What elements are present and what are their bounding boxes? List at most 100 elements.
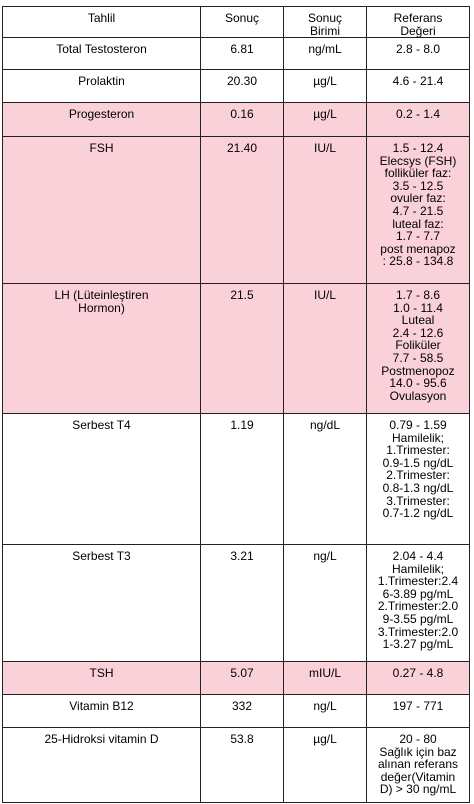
reference: 0.79 - 1.59 Hamilelik; 1.Trimester: 0.9-1.5… bbox=[366, 414, 470, 544]
cell-text: µg/L bbox=[313, 74, 337, 88]
table-row: 25-Hidroksi vitamin D 53.8 µg/L 20 - 80 Sağl… bbox=[2, 728, 470, 803]
reference: 2.8 - 8.0 bbox=[366, 38, 470, 69]
cell-text: Progesteron bbox=[68, 107, 135, 121]
reference: 20 - 80 Sağlık için baz alınan referans değ… bbox=[366, 728, 470, 802]
unit: ng/mL bbox=[283, 38, 366, 69]
cell-text: 3.5 - 12.5 bbox=[392, 178, 444, 193]
cell-text: 1.5 - 12.4 bbox=[392, 141, 444, 155]
unit: mIU/L bbox=[283, 662, 366, 694]
cell-text: 3.21 bbox=[230, 549, 254, 563]
cell-text: Hamilelik; bbox=[391, 430, 444, 445]
unit: ng/L bbox=[283, 695, 366, 727]
cell-text: Hormon) bbox=[78, 300, 125, 315]
cell-text: 20 - 80 bbox=[399, 732, 437, 746]
cell-text: 53.8 bbox=[230, 732, 254, 746]
cell-text: 1-3.27 pg/mL bbox=[382, 637, 454, 652]
header-row: Tahlil Sonuç Sonuç Birimi Referans Değeri bbox=[2, 6, 470, 38]
test-name: Progesteron bbox=[2, 103, 200, 136]
cell-text: Vitamin B12 bbox=[69, 699, 134, 713]
cell-text: 2.4 - 12.6 bbox=[392, 325, 444, 340]
result: 6.81 bbox=[200, 38, 283, 69]
reference: 0.2 - 1.4 bbox=[366, 103, 470, 136]
unit: µg/L bbox=[283, 103, 366, 136]
cell-text: 6-3.89 pg/mL bbox=[382, 586, 454, 601]
cell-text: ng/L bbox=[313, 699, 337, 713]
unit: µg/L bbox=[283, 728, 366, 802]
cell-text: D) > 30 ng/mL bbox=[379, 782, 457, 797]
cell-text: Serbest T4 bbox=[72, 418, 131, 432]
result: 21.5 bbox=[200, 284, 283, 413]
cell-text: Tahlil bbox=[87, 11, 116, 25]
reference: 2.04 - 4.4 Hamilelik; 1.Trimester:2.4 6-3.8… bbox=[366, 545, 470, 661]
cell-text: ng/dL bbox=[309, 418, 341, 432]
unit: µg/L bbox=[283, 70, 366, 102]
cell-text: 21.5 bbox=[230, 288, 254, 302]
cell-text: 5.07 bbox=[230, 666, 254, 680]
cell-text: Elecsys (FSH) bbox=[379, 153, 457, 168]
table-row: Prolaktin 20.30 µg/L 4.6 - 21.4 bbox=[2, 70, 470, 103]
cell-text: Foliküler bbox=[395, 338, 441, 353]
table-row: Vitamin B12 332 ng/L 197 - 771 bbox=[2, 695, 470, 728]
cell-text: IU/L bbox=[313, 288, 336, 302]
cell-text: Sonuç bbox=[224, 11, 260, 25]
cell-text: folliküler faz: bbox=[384, 166, 452, 181]
table-row: TSH 5.07 mIU/L 0.27 - 4.8 bbox=[2, 662, 470, 695]
cell-text: 0.7-1.2 ng/dL bbox=[382, 506, 454, 521]
result: 21.40 bbox=[200, 137, 283, 283]
cell-text: 1.0 - 11.4 bbox=[393, 300, 443, 315]
test-name: Serbest T4 bbox=[2, 414, 200, 544]
unit: IU/L bbox=[283, 284, 366, 413]
cell-text: 3.Trimester: bbox=[386, 493, 450, 508]
cell-text: 0.79 - 1.59 bbox=[389, 418, 447, 432]
header-cell: Referans Değeri bbox=[366, 7, 470, 37]
cell-text: 2.8 - 8.0 bbox=[395, 42, 441, 56]
cell-text: 332 bbox=[231, 699, 253, 713]
reference: 197 - 771 bbox=[366, 695, 470, 727]
unit: ng/dL bbox=[283, 414, 366, 544]
cell-text: değer(Vitamin bbox=[380, 769, 456, 784]
cell-text: Sonuç bbox=[307, 11, 343, 25]
test-name: LH (Lüteinleştiren Hormon) bbox=[2, 284, 200, 413]
table-row: Progesteron 0.16 µg/L 0.2 - 1.4 bbox=[2, 103, 470, 137]
cell-text: 6.81 bbox=[230, 42, 254, 56]
cell-text: 4.7 - 21.5 bbox=[392, 203, 444, 218]
cell-text: alınan referans bbox=[377, 757, 459, 772]
cell-text: Hamilelik; bbox=[391, 561, 444, 576]
cell-text: 7.7 - 58.5 bbox=[392, 350, 444, 365]
cell-text: 0.8-1.3 ng/dL bbox=[382, 480, 454, 495]
result: 3.21 bbox=[200, 545, 283, 661]
result: 20.30 bbox=[200, 70, 283, 102]
cell-text: Serbest T3 bbox=[72, 549, 131, 563]
cell-text: Değeri bbox=[400, 23, 436, 38]
table-row: Serbest T4 1.19 ng/dL 0.79 - 1.59 Hamilelik;… bbox=[2, 414, 470, 545]
cell-text: 3.Trimester:2.0 bbox=[377, 624, 459, 639]
cell-text: 25-Hidroksi vitamin D bbox=[44, 732, 159, 746]
header-cell: Sonuç Birimi bbox=[283, 7, 366, 37]
cell-text: µg/L bbox=[313, 107, 337, 121]
result: 332 bbox=[200, 695, 283, 727]
cell-text: ng/mL bbox=[308, 42, 342, 56]
result: 53.8 bbox=[200, 728, 283, 802]
cell-text: 0.9-1.5 ng/dL bbox=[382, 455, 454, 470]
cell-text: Sağlık için baz bbox=[379, 744, 457, 759]
cell-text: mIU/L bbox=[308, 666, 341, 680]
header-cell: Sonuç bbox=[200, 7, 283, 37]
cell-text: Birimi bbox=[310, 23, 340, 38]
reference: 0.27 - 4.8 bbox=[366, 662, 470, 694]
unit: IU/L bbox=[283, 137, 366, 283]
test-name: 25-Hidroksi vitamin D bbox=[2, 728, 200, 802]
reference: 1.7 - 8.6 1.0 - 11.4 Luteal 2.4 - 12.6 Folik… bbox=[366, 284, 470, 413]
cell-text: luteal faz: bbox=[392, 216, 444, 231]
test-name: FSH bbox=[2, 137, 200, 283]
unit: ng/L bbox=[283, 545, 366, 661]
header-cell: Tahlil bbox=[2, 7, 200, 37]
table-row: LH (Lüteinleştiren Hormon) 21.5 IU/L 1.7 - 8… bbox=[2, 284, 470, 414]
cell-text: ng/L bbox=[313, 549, 337, 563]
table-row: Total Testosteron 6.81 ng/mL 2.8 - 8.0 bbox=[2, 38, 470, 70]
cell-text: LH (Lüteinleştiren bbox=[54, 288, 149, 302]
cell-text: Total Testosteron bbox=[56, 42, 147, 56]
cell-text: 1.Trimester: bbox=[386, 443, 450, 458]
cell-text: IU/L bbox=[313, 141, 336, 155]
cell-text: 20.30 bbox=[226, 74, 258, 88]
